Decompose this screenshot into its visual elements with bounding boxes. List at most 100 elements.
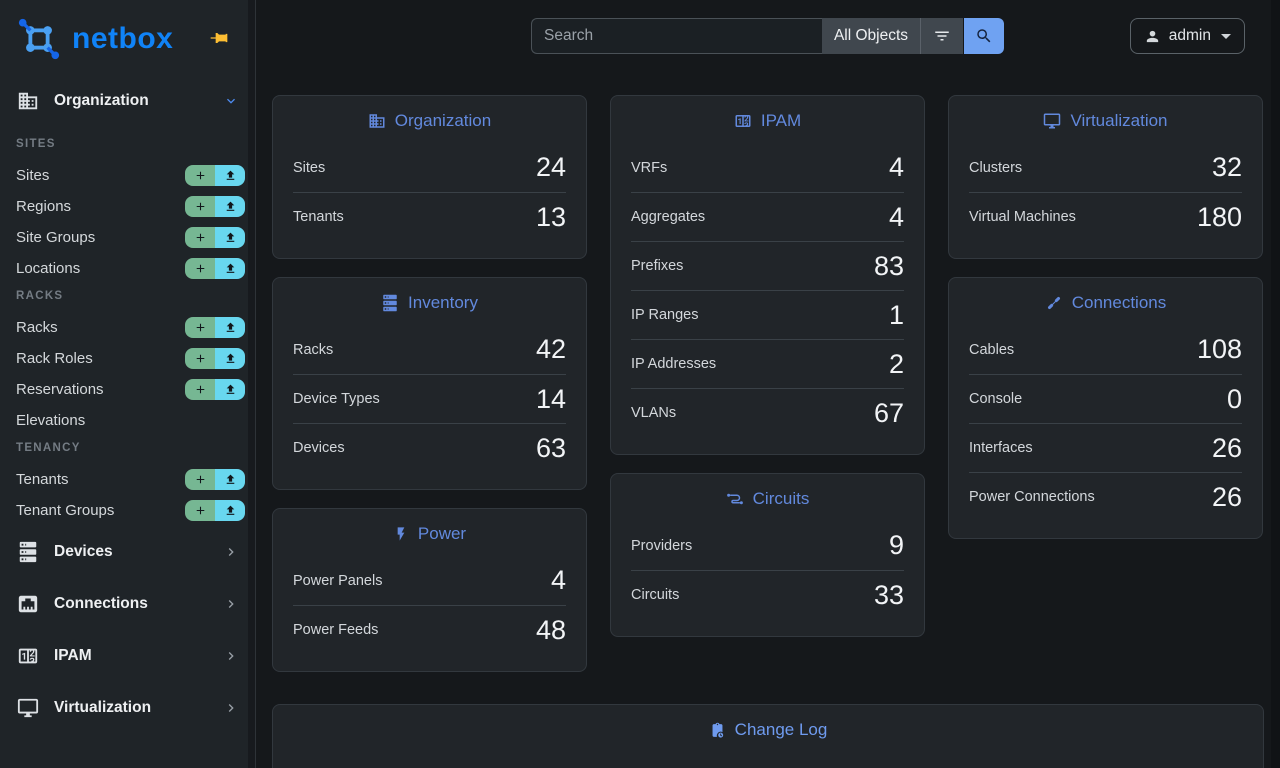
sidebar-item-locations[interactable]: Locations: [0, 253, 255, 284]
sidebar-item-elevations[interactable]: Elevations: [16, 412, 86, 429]
stat-label-aggregates[interactable]: Aggregates: [631, 209, 706, 225]
stat-label-providers[interactable]: Providers: [631, 537, 693, 554]
stat-value-power-panels[interactable]: 4: [550, 565, 566, 595]
sidebar-item-virtualization[interactable]: Virtualization: [0, 682, 255, 734]
stat-value-circuits[interactable]: 33: [873, 579, 904, 610]
import-button[interactable]: [215, 165, 245, 186]
add-button[interactable]: [185, 317, 215, 338]
import-button[interactable]: [215, 227, 245, 248]
import-button[interactable]: [215, 258, 245, 279]
sidebar-item-tenants[interactable]: Tenants: [0, 464, 255, 495]
sidebar-item-ipam[interactable]: IPAM: [0, 630, 255, 682]
chevron-down-icon: [223, 93, 239, 109]
stat-label-sites[interactable]: Sites: [293, 159, 326, 176]
sidebar-item-sites[interactable]: Sites: [0, 160, 255, 191]
sidebar-item-reservations[interactable]: Reservations: [0, 374, 255, 405]
card-power-title[interactable]: Power: [273, 509, 586, 556]
stat-label-ip-addresses[interactable]: IP Addresses: [631, 356, 717, 372]
stat-value-tenants[interactable]: 13: [535, 201, 566, 232]
stat-value-device-types[interactable]: 14: [535, 383, 566, 414]
stat-value-console[interactable]: 0: [1226, 383, 1242, 414]
page-scrollbar[interactable]: [1271, 0, 1280, 768]
sidebar-scrollbar[interactable]: [248, 0, 255, 768]
stat-label-vrfs[interactable]: VRFs: [631, 159, 668, 176]
stat-label-power-connections[interactable]: Power Connections: [969, 489, 1095, 505]
add-button[interactable]: [185, 258, 215, 279]
add-button[interactable]: [185, 227, 215, 248]
card-connections-title[interactable]: Connections: [949, 278, 1262, 325]
add-button[interactable]: [185, 196, 215, 217]
add-button[interactable]: [185, 469, 215, 490]
import-button[interactable]: [215, 196, 245, 217]
brand-name[interactable]: netbox: [72, 22, 174, 55]
pin-sidebar-icon[interactable]: [209, 28, 229, 48]
import-button[interactable]: [215, 379, 245, 400]
stat-value-power-connections[interactable]: 26: [1211, 481, 1242, 512]
add-button[interactable]: [185, 379, 215, 400]
stat-label-racks[interactable]: Racks: [293, 341, 334, 358]
stat-value-vlans[interactable]: 67: [873, 397, 904, 428]
card-circuits-title[interactable]: Circuits: [611, 474, 924, 521]
sidebar-item-connections[interactable]: Connections: [0, 578, 255, 630]
sidebar-item-devices[interactable]: Devices: [0, 526, 255, 578]
card-virtualization-title[interactable]: Virtualization: [949, 96, 1262, 143]
stat-label-prefixes[interactable]: Prefixes: [631, 258, 684, 274]
stat-label-cables[interactable]: Cables: [969, 341, 1015, 358]
sidebar-item-racks[interactable]: Racks: [0, 312, 255, 343]
stat-value-ip-ranges[interactable]: 1: [888, 299, 904, 330]
sidebar-item-organization[interactable]: Organization: [0, 78, 255, 124]
add-button[interactable]: [185, 165, 215, 186]
sidebar-item-regions[interactable]: Regions: [0, 191, 255, 222]
stat-value-cables[interactable]: 108: [1196, 334, 1242, 364]
sidebar-item-label: IPAM: [54, 647, 92, 664]
chevron-right-icon: [223, 596, 239, 612]
stat-value-ip-addresses[interactable]: 2: [888, 348, 904, 379]
stat-value-devices[interactable]: 63: [535, 432, 566, 463]
import-button[interactable]: [215, 500, 245, 521]
stat-value-interfaces[interactable]: 26: [1211, 432, 1242, 463]
stat-label-device-types[interactable]: Device Types: [293, 391, 380, 407]
stat-label-devices[interactable]: Devices: [293, 440, 345, 456]
sidebar-item-tenant-groups[interactable]: Tenant Groups: [0, 495, 255, 526]
stat-label-vlans[interactable]: VLANs: [631, 405, 677, 421]
add-button[interactable]: [185, 348, 215, 369]
stat-value-providers[interactable]: 9: [888, 530, 904, 560]
stat-label-power-feeds[interactable]: Power Feeds: [293, 622, 379, 638]
stat-label-console[interactable]: Console: [969, 391, 1023, 407]
import-button[interactable]: [215, 348, 245, 369]
sidebar-item-site-groups[interactable]: Site Groups: [0, 222, 255, 253]
stat-value-clusters[interactable]: 32: [1211, 152, 1242, 182]
stat-value-prefixes[interactable]: 83: [873, 250, 904, 281]
card-changelog-title[interactable]: Change Log: [273, 705, 1263, 752]
sidebar-item-rack-roles[interactable]: Rack Roles: [0, 343, 255, 374]
card-inventory-title[interactable]: Inventory: [273, 278, 586, 325]
stat-label-interfaces[interactable]: Interfaces: [969, 440, 1033, 456]
stat-label-power-panels[interactable]: Power Panels: [293, 572, 383, 589]
stat-value-aggregates[interactable]: 4: [888, 201, 904, 232]
search-input[interactable]: [531, 18, 822, 54]
search-button[interactable]: [963, 18, 1004, 54]
stat-label-circuits[interactable]: Circuits: [631, 587, 680, 603]
stat-label-clusters[interactable]: Clusters: [969, 159, 1023, 176]
import-button[interactable]: [215, 317, 245, 338]
search-scope-button[interactable]: All Objects: [822, 18, 920, 54]
stat-row: Clusters 32: [969, 143, 1242, 192]
stat-label-tenants[interactable]: Tenants: [293, 209, 344, 225]
brand[interactable]: netbox: [0, 0, 255, 78]
stat-value-sites[interactable]: 24: [535, 152, 566, 182]
user-menu-button[interactable]: admin: [1129, 18, 1245, 54]
stat-label-virtual-machines[interactable]: Virtual Machines: [969, 209, 1076, 225]
stat-value-racks[interactable]: 42: [535, 334, 566, 364]
stat-value-vrfs[interactable]: 4: [888, 152, 904, 182]
counter-icon: [734, 112, 752, 130]
stat-row: Power Connections 26: [969, 472, 1242, 521]
card-ipam-title[interactable]: IPAM: [611, 96, 924, 143]
dashboard: Organization Sites 24 Tenants 13: [256, 71, 1280, 768]
card-organization-title[interactable]: Organization: [273, 96, 586, 143]
filter-button[interactable]: [920, 18, 963, 54]
stat-value-power-feeds[interactable]: 48: [535, 614, 566, 645]
add-button[interactable]: [185, 500, 215, 521]
stat-value-virtual-machines[interactable]: 180: [1196, 201, 1242, 232]
import-button[interactable]: [215, 469, 245, 490]
stat-label-ip-ranges[interactable]: IP Ranges: [631, 307, 699, 323]
